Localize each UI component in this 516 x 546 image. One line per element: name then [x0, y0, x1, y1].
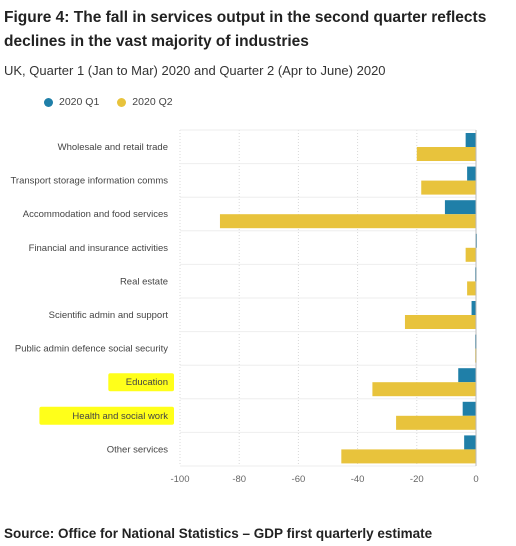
x-tick-label: -20 [410, 474, 424, 485]
legend-swatch-q2 [117, 97, 127, 107]
category-label: Scientific admin and support [49, 310, 169, 321]
chart-legend: 2020 Q1 2020 Q2 [44, 96, 191, 108]
bar-q1 [458, 368, 476, 383]
source-note: Source: Office for National Statistics –… [4, 526, 433, 541]
bar-q1 [462, 401, 476, 416]
bar-q1 [467, 166, 476, 181]
bar-q2 [465, 247, 476, 262]
category-label: Transport storage information comms [10, 176, 168, 187]
category-label: Accommodation and food services [23, 209, 168, 220]
legend-label-q2: 2020 Q2 [132, 96, 173, 108]
legend-item-q1[interactable]: 2020 Q1 [44, 96, 99, 108]
bar-q1 [464, 435, 476, 450]
x-tick-label: -40 [351, 474, 365, 485]
legend-label-q1: 2020 Q1 [59, 96, 100, 108]
label-highlight [39, 406, 175, 425]
x-tick-label: 0 [473, 474, 478, 485]
bar-q2 [467, 281, 476, 296]
chart-subtitle: UK, Quarter 1 (Jan to Mar) 2020 and Quar… [4, 63, 386, 78]
x-tick-label: -100 [170, 474, 189, 485]
bar-q2 [421, 180, 476, 195]
category-label: Financial and insurance activities [29, 243, 169, 254]
legend-swatch-q1 [44, 97, 53, 107]
category-label: Public admin defence social security [15, 344, 168, 355]
category-label: Wholesale and retail trade [58, 142, 168, 153]
bar-q2 [372, 382, 476, 397]
x-tick-label: -80 [232, 474, 246, 485]
bar-q1 [444, 200, 476, 215]
bar-q2 [416, 147, 476, 161]
x-tick-label: -60 [292, 474, 306, 485]
category-label: Other services [107, 444, 168, 455]
bar-q1 [471, 301, 476, 315]
bar-q2 [404, 315, 476, 329]
legend-item-q2[interactable]: 2020 Q2 [117, 96, 173, 108]
bar-q1 [465, 133, 476, 147]
bar-q2 [341, 449, 476, 464]
label-highlight [108, 373, 174, 392]
bar-q2 [396, 415, 476, 430]
category-label: Health and social work [72, 411, 168, 422]
chart-title: Figure 4: The fall in services output in… [4, 9, 487, 50]
category-label: Education [126, 377, 168, 388]
bar-q2 [219, 214, 476, 229]
category-label: Real estate [120, 276, 168, 287]
